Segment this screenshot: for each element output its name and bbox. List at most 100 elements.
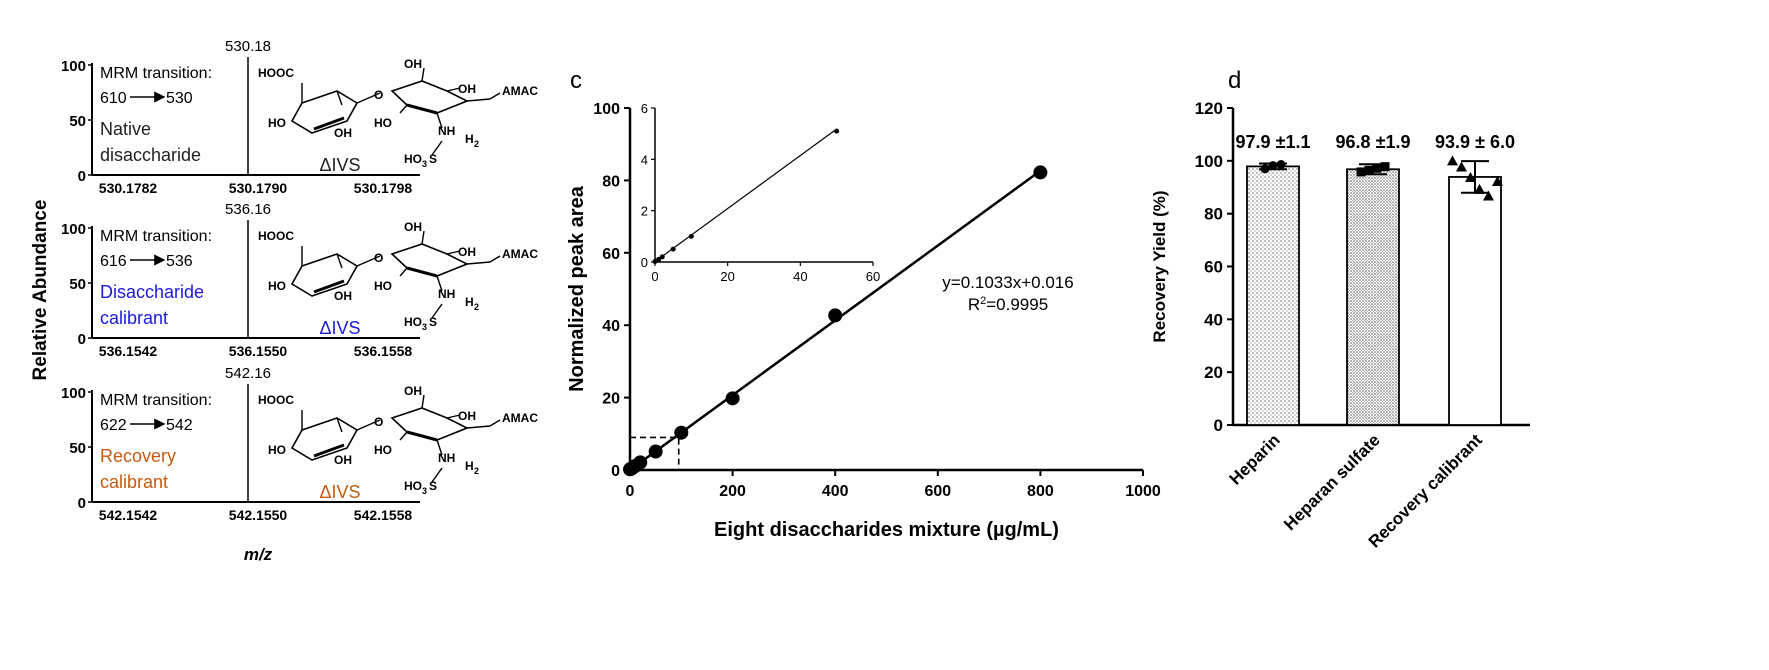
inset-x-tick-label: 60	[866, 269, 880, 284]
category-label: Recovery calibrant	[1365, 430, 1486, 551]
x-tick-label: 530.1798	[354, 180, 413, 196]
x-axis-label: Eight disaccharides mixture (µg/mL)	[714, 519, 1059, 541]
x-tick-label: 1000	[1125, 483, 1161, 500]
x-tick-label: 542.1550	[229, 507, 288, 523]
structure-sub: 2	[474, 139, 479, 149]
y-tick-label: 50	[69, 113, 86, 130]
mrm-from: 616	[100, 253, 127, 270]
inset-data-point	[652, 258, 658, 264]
fit-equation: y=0.1033x+0.016	[942, 273, 1073, 292]
mrm-label: MRM transition:	[100, 65, 212, 82]
inset-y-tick-label: 6	[641, 101, 648, 116]
y-tick-label: 100	[61, 221, 86, 238]
inset-y-tick-label: 4	[641, 152, 648, 167]
x-tick-label: 536.1550	[229, 343, 288, 359]
data-point	[648, 444, 663, 459]
structure-o: O	[374, 251, 383, 265]
y-tick-label: 40	[1204, 310, 1223, 329]
x-tick-label: 536.1542	[99, 343, 158, 359]
panel-a-xlabel: m/z	[244, 545, 273, 564]
spectrum-2: 100 50 0 536.1542 536.1550 536.1558 536.16 MRM …	[61, 201, 538, 359]
structure-sub: 3	[422, 159, 427, 169]
x-tick-label: 542.1542	[99, 507, 158, 523]
compound-name: Native	[100, 119, 151, 139]
bar	[1246, 165, 1300, 426]
y-tick-label: 50	[69, 276, 86, 293]
inset-y-tick-label: 0	[641, 255, 648, 270]
bar	[1346, 168, 1400, 426]
structure-label: ΔIVS	[319, 155, 360, 175]
structure-oh: OH	[404, 57, 422, 71]
inset-x-tick-label: 40	[793, 269, 807, 284]
x-tick-label: 200	[719, 483, 746, 500]
spectrum-1: 100 50 0 530.1782 530.1790 530.1798 530.18 MRM …	[61, 38, 538, 196]
structure-oh: OH	[334, 289, 352, 303]
peak-label: 536.16	[225, 201, 271, 218]
structure-ho: HO	[374, 279, 392, 293]
compound-name: Disaccharide	[100, 282, 204, 302]
inset-data-point	[656, 256, 662, 262]
recovery-bar-chart: 0 20 40 60 80 100 120 Recovery Yield (%) 97.9 ±1…	[1150, 99, 1530, 551]
y-tick-label: 50	[69, 440, 86, 457]
inset-data-point	[670, 246, 676, 252]
structure-amac: AMAC	[502, 247, 538, 261]
category-label: Heparan sulfate	[1280, 430, 1384, 534]
peak-label: 542.16	[225, 365, 271, 382]
structure-oh: OH	[404, 220, 422, 234]
replicate-point	[1465, 172, 1476, 183]
replicate-point	[1372, 163, 1382, 173]
y-axis-label: Normalized peak area	[566, 185, 588, 392]
structure-ho: HO	[268, 116, 286, 130]
y-tick-label: 0	[611, 463, 620, 480]
structure-ho3s: HO	[404, 152, 422, 166]
replicate-point	[1492, 175, 1503, 186]
y-tick-label: 40	[602, 318, 620, 335]
compound-name: calibrant	[100, 472, 168, 492]
mrm-to: 530	[166, 90, 193, 107]
y-tick-label: 100	[61, 385, 86, 402]
inset-y-tick-label: 2	[641, 204, 648, 219]
y-tick-label: 60	[1204, 258, 1223, 277]
value-label: 93.9 ± 6.0	[1435, 132, 1515, 152]
y-tick-label: 0	[78, 168, 86, 185]
inset-x-tick-label: 0	[651, 269, 658, 284]
spectrum-3: 100 50 0 542.1542 542.1550 542.1558 542.16 MRM …	[61, 365, 538, 523]
structure-oh: OH	[458, 82, 476, 96]
structure-o: O	[374, 88, 383, 102]
structure-sub: 2	[474, 302, 479, 312]
ms-spectra: 100 50 0 530.1782 530.1790 530.1798 530.18 MRM …	[61, 38, 538, 523]
bar	[1448, 176, 1502, 426]
data-point	[725, 391, 740, 406]
structure-amac: AMAC	[502, 411, 538, 425]
structure-sub: 3	[422, 322, 427, 332]
data-point	[1033, 165, 1048, 180]
y-tick-label: 0	[78, 495, 86, 512]
inset-data-point	[659, 254, 665, 260]
structure-oh: OH	[404, 384, 422, 398]
panel-a-ylabel: Relative Abundance	[30, 200, 51, 381]
replicate-point	[1483, 190, 1494, 201]
structure-oh: OH	[334, 126, 352, 140]
structure-hooc: HOOC	[258, 229, 294, 243]
x-tick-label: 800	[1027, 483, 1054, 500]
replicate-point	[1447, 155, 1458, 166]
x-tick-label: 536.1558	[354, 343, 413, 359]
structure-sub: 3	[422, 486, 427, 496]
x-tick-label: 400	[822, 483, 849, 500]
structure-s: S	[429, 152, 437, 166]
x-tick-label: 530.1790	[229, 180, 288, 196]
data-point	[674, 425, 689, 440]
structure-hooc: HOOC	[258, 393, 294, 407]
structure-s: S	[429, 315, 437, 329]
structure-ho: HO	[268, 279, 286, 293]
inset-x-tick-label: 20	[720, 269, 734, 284]
value-label: 97.9 ±1.1	[1236, 132, 1311, 152]
y-tick-label: 20	[1204, 363, 1223, 382]
data-point	[828, 308, 843, 323]
structure-sub: 2	[474, 466, 479, 476]
value-label: 96.8 ±1.9	[1336, 132, 1411, 152]
structure-s: S	[429, 479, 437, 493]
